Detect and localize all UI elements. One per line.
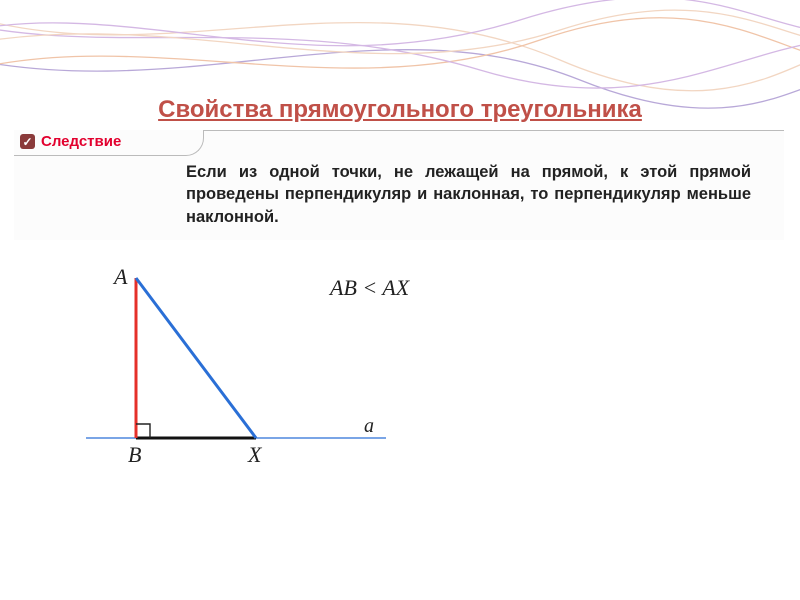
check-icon: ✓ <box>20 134 35 149</box>
triangle-figure: A B X a <box>56 258 406 478</box>
corollary-label: Следствие <box>41 133 121 150</box>
slide: Свойства прямоугольного треугольника ✓ С… <box>0 0 800 600</box>
corollary-box: ✓ Следствие Если из одной точки, не лежа… <box>14 130 784 240</box>
corollary-tab: ✓ Следствие <box>14 130 204 156</box>
svg-text:A: A <box>112 264 128 289</box>
slide-title: Свойства прямоугольного треугольника <box>0 96 800 124</box>
svg-text:a: a <box>364 415 374 437</box>
svg-text:X: X <box>247 442 263 467</box>
svg-text:B: B <box>128 442 141 467</box>
corollary-text: Если из одной точки, не лежащей на прямо… <box>186 161 751 228</box>
